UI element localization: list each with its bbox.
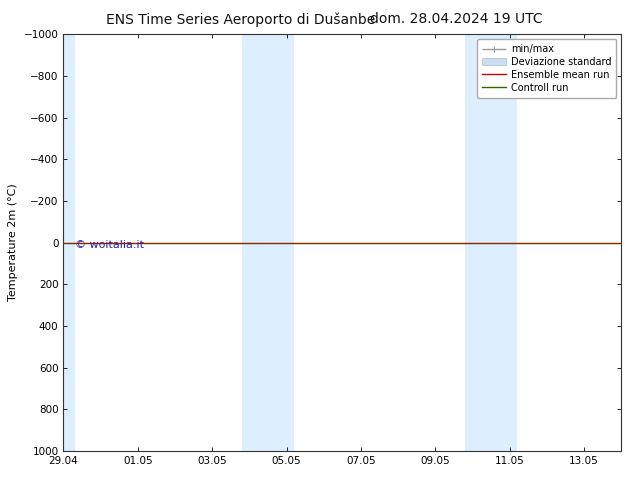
Y-axis label: Temperature 2m (°C): Temperature 2m (°C) [8, 184, 18, 301]
Bar [63, 34, 75, 451]
Bar [465, 34, 517, 451]
Text: © woitalia.it: © woitalia.it [75, 241, 143, 250]
Text: dom. 28.04.2024 19 UTC: dom. 28.04.2024 19 UTC [370, 12, 543, 26]
Bar [242, 34, 294, 451]
Text: ENS Time Series Aeroporto di Dušanbe: ENS Time Series Aeroporto di Dušanbe [107, 12, 375, 27]
Legend: min/max, Deviazione standard, Ensemble mean run, Controll run: min/max, Deviazione standard, Ensemble m… [477, 39, 616, 98]
